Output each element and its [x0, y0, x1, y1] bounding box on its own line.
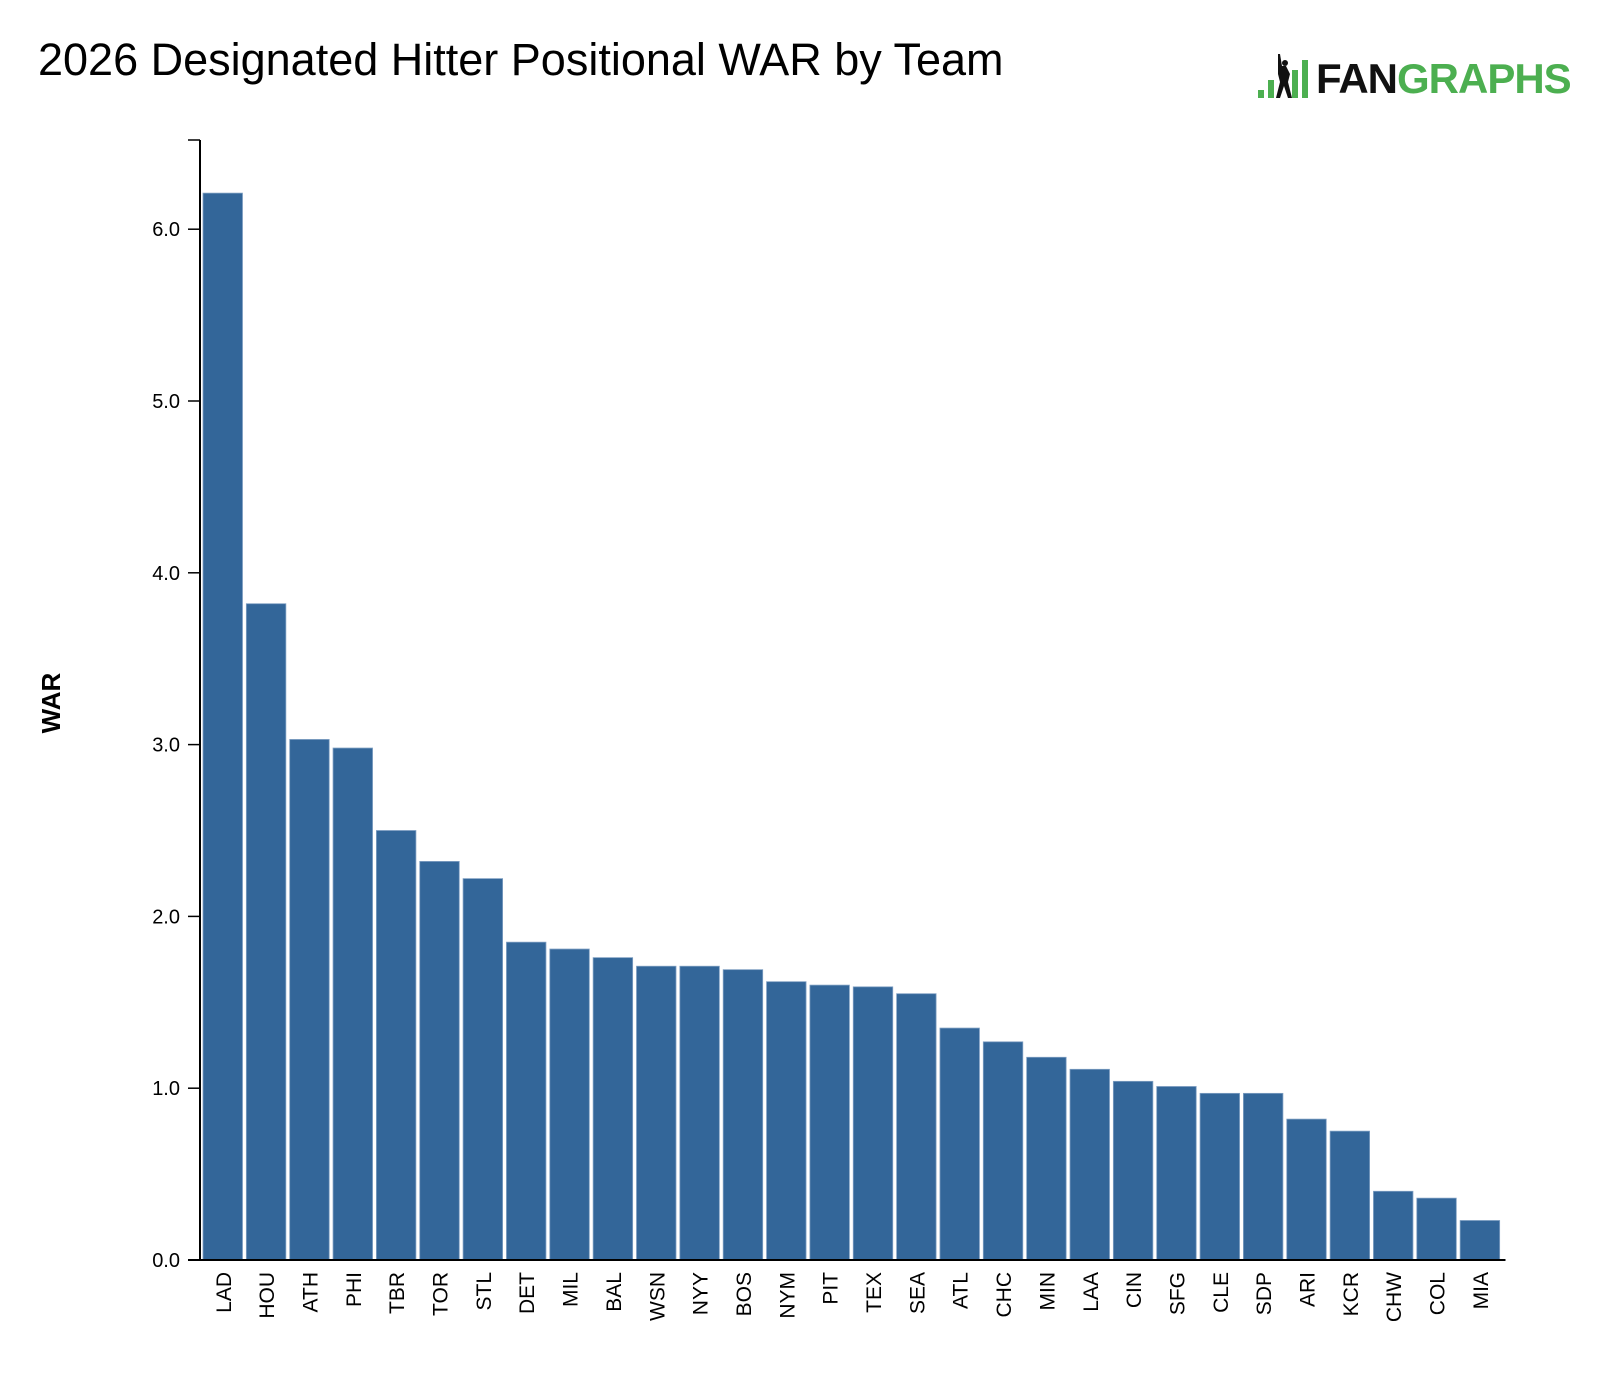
x-tick-label: TOR	[430, 1272, 453, 1316]
x-tick-label: CLE	[1210, 1272, 1233, 1313]
bar-chw	[1373, 1190, 1414, 1261]
bar-tor	[419, 861, 460, 1261]
y-tick-label: 2.0	[152, 906, 180, 928]
bar-tbr	[375, 830, 417, 1261]
logo-bars-icon	[1258, 54, 1308, 98]
bar-stl	[462, 878, 504, 1261]
y-tick-label: 1.0	[152, 1078, 180, 1100]
bar-atl	[939, 1027, 980, 1261]
chart-title: 2026 Designated Hitter Positional WAR by…	[38, 34, 1004, 85]
y-tick-label: 4.0	[152, 563, 180, 585]
bar-laa	[1069, 1068, 1110, 1261]
bar-ath	[289, 739, 330, 1261]
bar-sfg	[1156, 1086, 1197, 1261]
bar-cle	[1199, 1092, 1240, 1261]
bar-bos	[722, 969, 764, 1261]
x-tick-label: COL	[1427, 1272, 1450, 1315]
x-tick-label: LAD	[213, 1272, 236, 1313]
bar-pit	[809, 984, 850, 1261]
bar-sea	[896, 993, 937, 1261]
bar-cin	[1112, 1080, 1154, 1261]
x-tick-label: NYM	[776, 1272, 799, 1319]
logo-text-fan: FAN	[1316, 55, 1398, 102]
y-tick-label: 6.0	[152, 219, 180, 241]
bar-det	[506, 941, 547, 1261]
x-tick-label: DET	[516, 1272, 539, 1314]
x-tick-label: MIL	[560, 1272, 583, 1307]
bar-chc	[982, 1041, 1024, 1261]
x-tick-label: BAL	[603, 1272, 626, 1312]
y-tick-label: 0.0	[152, 1250, 180, 1272]
bar-sdp	[1243, 1092, 1284, 1261]
bar-lad	[202, 192, 243, 1261]
x-tick-label: MIA	[1470, 1272, 1493, 1309]
bar-wsn	[636, 965, 677, 1261]
x-tick-label: SDP	[1253, 1272, 1276, 1315]
y-axis-label: WAR	[36, 672, 66, 733]
y-tick-label: 5.0	[152, 391, 180, 413]
bar-tex	[852, 986, 894, 1261]
x-tick-label: SFG	[1166, 1272, 1189, 1315]
logo-text-graphs: GRAPHS	[1397, 55, 1572, 102]
x-tick-label: TEX	[863, 1272, 886, 1313]
bar-min	[1026, 1056, 1067, 1261]
x-tick-label: CHW	[1383, 1272, 1406, 1322]
x-tick-label: STL	[473, 1272, 496, 1311]
x-tick-label: TBR	[386, 1272, 409, 1314]
x-tick-label: ATH	[299, 1272, 322, 1312]
bar-col	[1416, 1197, 1457, 1261]
x-tick-label: PIT	[820, 1272, 843, 1305]
x-tick-label: ATL	[950, 1272, 973, 1309]
bar-bal	[592, 957, 634, 1261]
x-tick-label: CIN	[1123, 1272, 1146, 1308]
x-tick-label: KCR	[1340, 1272, 1363, 1316]
fangraphs-logo: FAN GRAPHS	[1256, 50, 1572, 102]
x-tick-label: ARI	[1297, 1272, 1320, 1307]
bar-nyy	[679, 965, 720, 1261]
x-tick-label: WSN	[646, 1272, 669, 1321]
bar-hou	[245, 603, 287, 1261]
x-tick-label: MIN	[1036, 1272, 1059, 1311]
bar-ari	[1286, 1118, 1327, 1261]
bar-kcr	[1329, 1130, 1370, 1261]
y-tick-label: 3.0	[152, 735, 180, 757]
x-tick-label: BOS	[733, 1272, 756, 1316]
bar-phi	[332, 747, 373, 1261]
bar-mia	[1459, 1220, 1501, 1261]
bar-nym	[766, 981, 807, 1261]
x-tick-label: PHI	[343, 1272, 366, 1307]
x-tick-label: SEA	[906, 1272, 929, 1314]
x-tick-label: CHC	[993, 1272, 1016, 1318]
bar-mil	[549, 948, 590, 1261]
x-tick-label: HOU	[256, 1272, 279, 1319]
x-tick-label: NYY	[690, 1272, 713, 1315]
x-tick-label: LAA	[1080, 1272, 1103, 1312]
